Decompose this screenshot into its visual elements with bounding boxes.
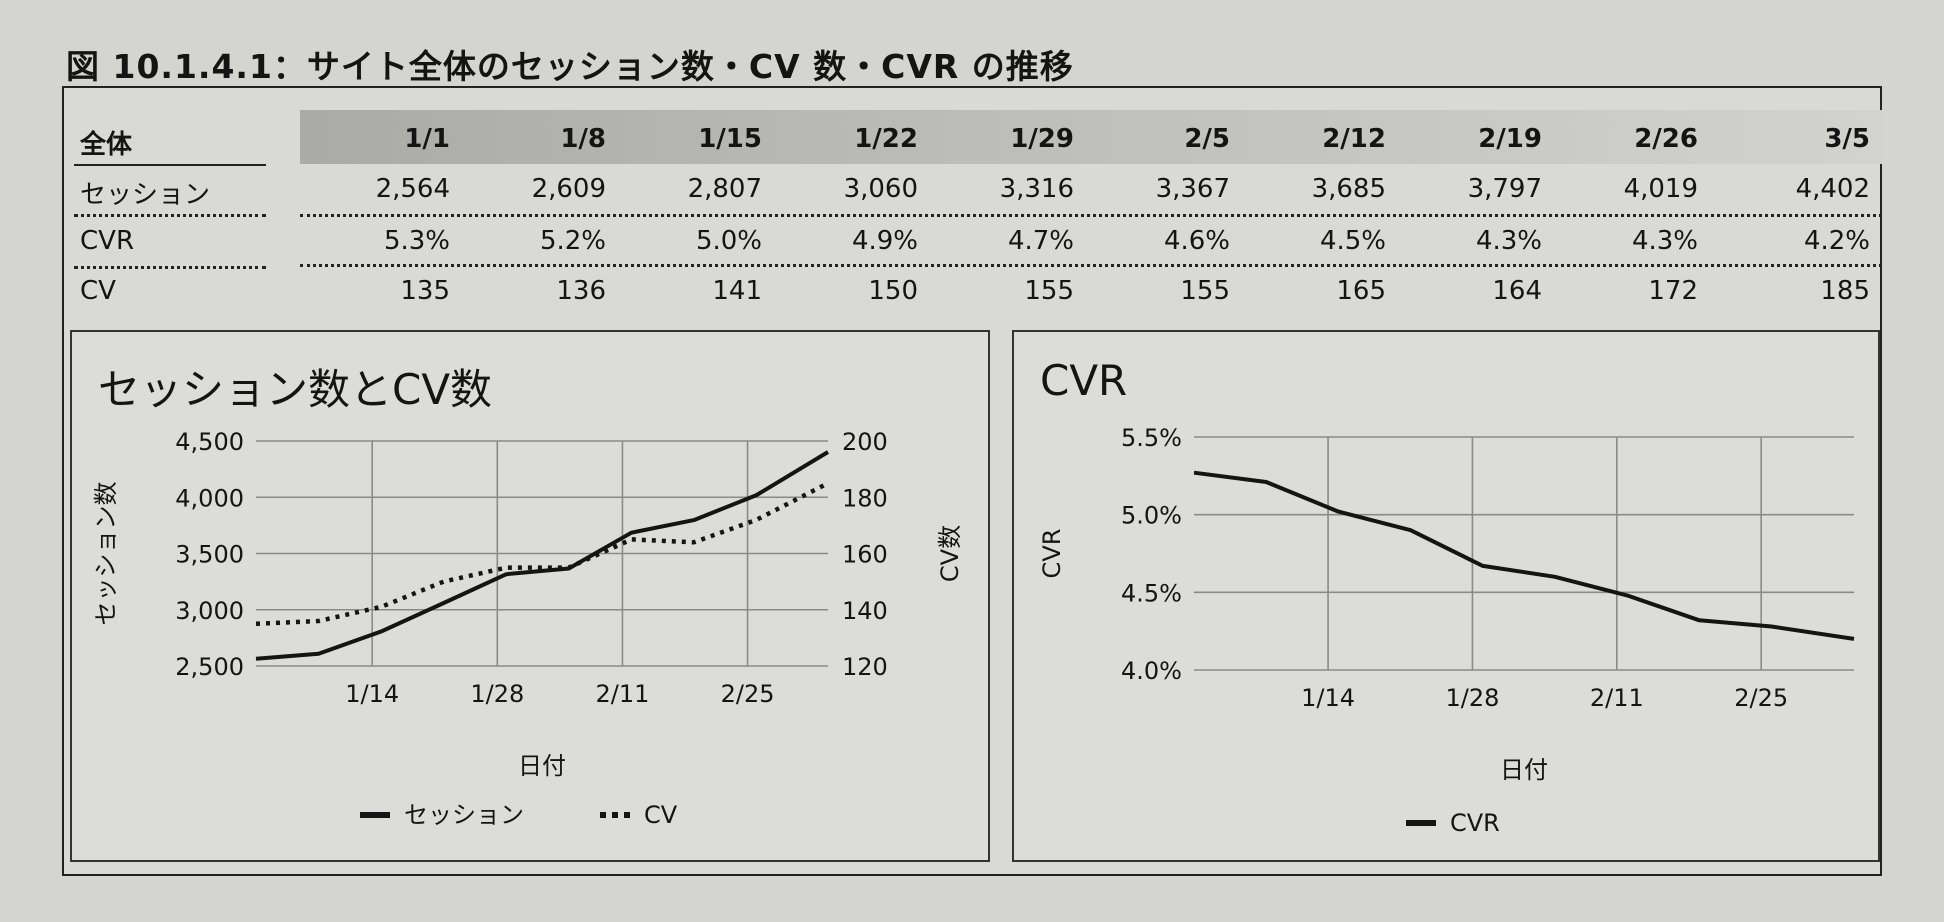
table-cell: 164 xyxy=(1492,276,1542,306)
y-tick-label: 4.5% xyxy=(1121,579,1182,607)
table-cell: 172 xyxy=(1648,276,1698,306)
table-cell: 4.3% xyxy=(1475,226,1542,256)
table-cell: 5.3% xyxy=(383,226,450,256)
x-tick-label: 2/11 xyxy=(1590,684,1644,712)
figure-title: 図 10.1.4.1：サイト全体のセッション数・CV 数・CVR の推移 xyxy=(66,47,1074,86)
x-tick-label: 2/11 xyxy=(595,680,649,708)
table-col-header: 1/15 xyxy=(698,124,762,154)
table-row-divider xyxy=(74,214,266,217)
table-cell: 3,316 xyxy=(999,174,1074,204)
table-cell: 2,564 xyxy=(375,174,450,204)
table-cell: 4.2% xyxy=(1803,226,1870,256)
y2-axis-label: CV数 xyxy=(936,525,964,582)
y-tick-label: 2,500 xyxy=(175,653,244,681)
y2-tick-label: 120 xyxy=(842,653,888,681)
table-cell: 155 xyxy=(1180,276,1230,306)
table-cell: 141 xyxy=(712,276,762,306)
x-tick-label: 1/14 xyxy=(345,680,399,708)
y-tick-label: 4,000 xyxy=(175,484,244,512)
table-col-header: 2/5 xyxy=(1184,124,1230,154)
chart-title-cvr: CVR xyxy=(1040,356,1128,405)
y-tick-label: 4.0% xyxy=(1121,657,1182,685)
table-cell: 2,807 xyxy=(687,174,762,204)
chart-panel-cvr xyxy=(1012,330,1880,862)
table-col-header: 2/26 xyxy=(1634,124,1698,154)
table-cell: 4.5% xyxy=(1319,226,1386,256)
x-axis-label: 日付 xyxy=(518,752,566,780)
x-axis-label: 日付 xyxy=(1500,756,1548,784)
series-line-primary xyxy=(1193,470,1855,641)
y2-tick-label: 180 xyxy=(842,484,888,512)
table-col-header: 2/19 xyxy=(1478,124,1542,154)
table-row-label: CV xyxy=(80,276,116,306)
table-row-divider xyxy=(300,264,1882,267)
table-corner-label: 全体 xyxy=(80,130,133,160)
table-cell: 4,019 xyxy=(1623,174,1698,204)
table-cell: 155 xyxy=(1024,276,1074,306)
table-col-header: 3/5 xyxy=(1824,124,1870,154)
table-cell: 5.2% xyxy=(539,226,606,256)
y-axis-label: セッション数 xyxy=(92,482,120,626)
y-tick-label: 5.5% xyxy=(1121,424,1182,452)
table-cell: 4,402 xyxy=(1795,174,1870,204)
table-cell: 3,685 xyxy=(1311,174,1386,204)
table-cell: 2,609 xyxy=(531,174,606,204)
y-tick-label: 4,500 xyxy=(175,428,244,456)
y-tick-label: 3,500 xyxy=(175,541,244,569)
y2-tick-label: 200 xyxy=(842,428,888,456)
table-row-label: セッション xyxy=(80,180,211,210)
table-cell: 4.7% xyxy=(1007,226,1074,256)
chart-sessions-cv: 2,500 3,000 3,500 4,000 4,500 1/14 1/28 2/11 2/2… xyxy=(92,428,964,829)
chart-panel-sessions-cv xyxy=(70,330,990,862)
table-row-divider xyxy=(74,266,266,269)
x-tick-label: 2/25 xyxy=(1734,684,1788,712)
table-cell: 3,797 xyxy=(1467,174,1542,204)
table-header-bar xyxy=(300,110,1882,164)
table-col-header: 1/8 xyxy=(560,124,606,154)
table-cell: 4.6% xyxy=(1163,226,1230,256)
table-cell: 5.0% xyxy=(695,226,762,256)
table-cell: 136 xyxy=(556,276,606,306)
x-tick-label: 2/25 xyxy=(721,680,775,708)
legend-label: CV xyxy=(644,801,678,829)
y-tick-label: 3,000 xyxy=(175,597,244,625)
x-tick-label: 1/28 xyxy=(1445,684,1499,712)
table-cell: 165 xyxy=(1336,276,1386,306)
table-cell: 4.3% xyxy=(1631,226,1698,256)
y-axis-label: CVR xyxy=(1038,529,1066,579)
table-cell: 3,060 xyxy=(843,174,918,204)
table-cell: 3,367 xyxy=(1155,174,1230,204)
chart-title-sessions-cv: セッション数とCV数 xyxy=(98,365,493,414)
table-cell: 185 xyxy=(1820,276,1870,306)
legend-label: セッション xyxy=(404,801,524,829)
table-header-rule xyxy=(74,164,266,166)
table-col-header: 1/1 xyxy=(404,124,450,154)
table-col-header: 1/22 xyxy=(854,124,918,154)
table-cell: 150 xyxy=(868,276,918,306)
table-cell: 135 xyxy=(400,276,450,306)
table-cell: 4.9% xyxy=(851,226,918,256)
table-row-label: CVR xyxy=(80,226,135,256)
y-tick-label: 5.0% xyxy=(1121,502,1182,530)
x-tick-label: 1/14 xyxy=(1301,684,1355,712)
y2-tick-label: 140 xyxy=(842,597,888,625)
x-tick-label: 1/28 xyxy=(470,680,524,708)
table-col-header: 2/12 xyxy=(1322,124,1386,154)
table-col-header: 1/29 xyxy=(1010,124,1074,154)
table-row-divider xyxy=(300,214,1882,217)
y2-tick-label: 160 xyxy=(842,541,888,569)
series-line-primary xyxy=(255,450,830,661)
legend-label: CVR xyxy=(1450,809,1500,837)
